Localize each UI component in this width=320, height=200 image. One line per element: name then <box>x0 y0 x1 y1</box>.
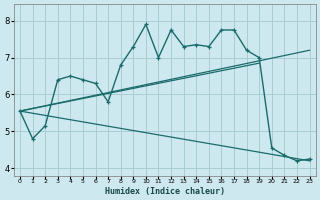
X-axis label: Humidex (Indice chaleur): Humidex (Indice chaleur) <box>105 187 225 196</box>
